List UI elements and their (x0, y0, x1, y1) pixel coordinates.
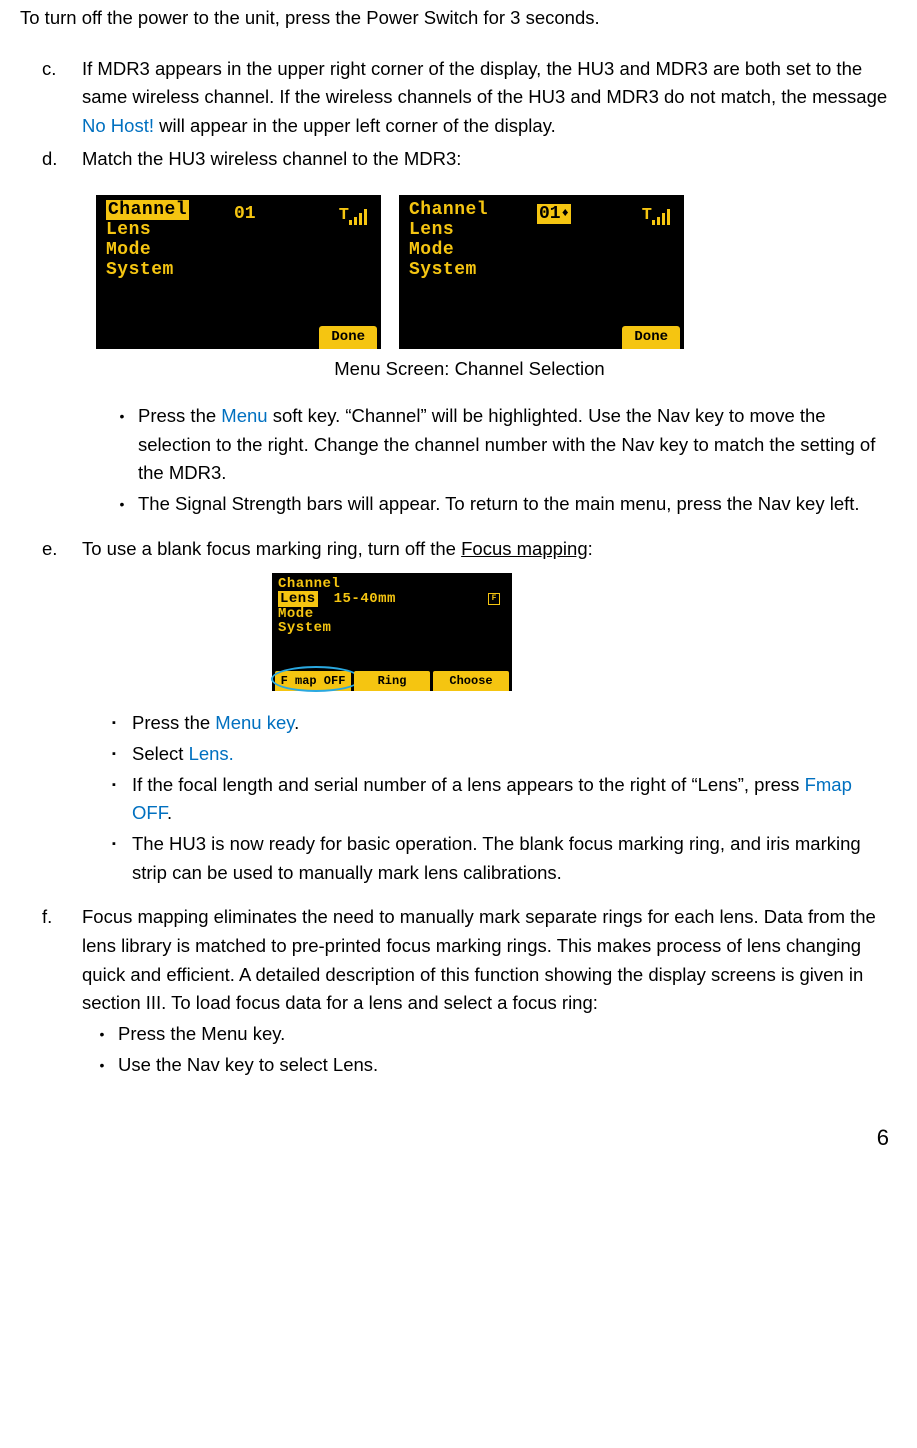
bullet-icon: • (110, 402, 134, 488)
screen1-system: System (106, 261, 371, 281)
e-square-list: ▪ Press the Menu key. ▪ Select Lens. ▪ (102, 709, 897, 887)
d-bullet-2: • The Signal Strength bars will appear. … (110, 490, 897, 519)
e-sq-1: ▪ Press the Menu key. (102, 709, 897, 738)
item-c: c. If MDR3 appears in the upper right co… (20, 55, 897, 141)
d-bullet-list: • Press the Menu soft key. “Channel” wil… (110, 402, 897, 519)
lens-screen-lens-val: 15-40mm (334, 591, 396, 607)
device-screen-lens: Channel Lens 15-40mm Mode System F F map … (272, 573, 512, 691)
lens-screen-lens-hl: Lens (278, 591, 318, 607)
screen1-value: 01 (234, 201, 256, 229)
e-sq-3-body: If the focal length and serial number of… (126, 771, 897, 828)
d-bullet-2-body: The Signal Strength bars will appear. To… (134, 490, 897, 519)
d-bullet-1-body: Press the Menu soft key. “Channel” will … (134, 402, 897, 488)
item-e: e. To use a blank focus marking ring, tu… (20, 535, 897, 900)
screen2a-value: 01♦ (537, 201, 571, 229)
screen2a-signal-icon: T (642, 203, 670, 236)
item-e-pre: To use a blank focus marking ring, turn … (82, 538, 461, 559)
e-sq-4: ▪ The HU3 is now ready for basic operati… (102, 830, 897, 887)
item-c-marker: c. (20, 55, 72, 141)
page-body: To turn off the power to the unit, press… (0, 4, 917, 1176)
screen1-done-button: Done (319, 326, 377, 350)
item-f-text: Focus mapping eliminates the need to man… (82, 906, 876, 1013)
soft-btn-fmap: F map OFF (275, 671, 351, 692)
lens-screen-small-icon: F (488, 593, 500, 605)
device-screen-2: Channel Lens Mode System 01♦ T Done (399, 195, 684, 349)
item-d-text: Match the HU3 wireless channel to the MD… (82, 148, 461, 169)
no-host-link: No Host! (82, 115, 154, 136)
es2-pre: Select (132, 743, 189, 764)
e-sq-2-body: Select Lens. (126, 740, 897, 769)
f-bullet-2-body: Use the Nav key to select Lens. (114, 1051, 897, 1080)
e-sq-1-body: Press the Menu key. (126, 709, 897, 738)
e-sq-4-body: The HU3 is now ready for basic operation… (126, 830, 897, 887)
screen1-channel-hl: Channel (106, 200, 189, 220)
bullet-icon: • (90, 1051, 114, 1080)
lettered-list: c. If MDR3 appears in the upper right co… (20, 55, 897, 1092)
lens-screen-lens-row: Lens 15-40mm (278, 592, 506, 607)
screen2a-done-button: Done (622, 326, 680, 350)
db1-pre: Press the (138, 405, 221, 426)
screen1-signal-icon: T (339, 203, 367, 236)
e-sq-2: ▪ Select Lens. (102, 740, 897, 769)
menu-link: Menu (221, 405, 267, 426)
soft-btn-choose: Choose (433, 671, 509, 692)
f-bullet-list: • Press the Menu key. • Use the Nav key … (90, 1020, 897, 1079)
item-d-marker: d. (20, 145, 72, 531)
es1-post: . (294, 712, 299, 733)
lens-screen-system: System (278, 621, 506, 636)
screen2a-value-num: 01 (539, 204, 561, 224)
item-e-body: To use a blank focus marking ring, turn … (72, 535, 897, 900)
screen2a-mode: Mode (409, 241, 674, 261)
square-bullet-icon: ▪ (102, 709, 126, 738)
es3-pre: If the focal length and serial number of… (132, 774, 805, 795)
lens-screen-menu: Channel Lens 15-40mm Mode System (272, 573, 512, 636)
bullet-icon: • (110, 490, 134, 519)
f-bullet-1: • Press the Menu key. (90, 1020, 897, 1049)
screen2a-system: System (409, 261, 674, 281)
es3-post: . (167, 802, 172, 823)
soft-btn-ring: Ring (354, 671, 430, 692)
item-d: d. Match the HU3 wireless channel to the… (20, 145, 897, 531)
lens-screen-channel: Channel (278, 577, 506, 592)
square-bullet-icon: ▪ (102, 740, 126, 769)
page-number: 6 (20, 1121, 889, 1155)
updown-icon: ♦ (562, 206, 569, 220)
item-c-body: If MDR3 appears in the upper right corne… (72, 55, 897, 141)
item-f-marker: f. (20, 903, 72, 1091)
square-bullet-icon: ▪ (102, 771, 126, 828)
screens1-caption: Menu Screen: Channel Selection (42, 355, 897, 384)
intro-text: To turn off the power to the unit, press… (20, 4, 897, 33)
lens-link: Lens. (189, 743, 234, 764)
device-screen-1: Channel Lens Mode System 01 T Done (96, 195, 381, 349)
item-c-pre: If MDR3 appears in the upper right corne… (82, 58, 887, 108)
square-bullet-icon: ▪ (102, 830, 126, 887)
bullet-icon: • (90, 1020, 114, 1049)
e-sq-3: ▪ If the focal length and serial number … (102, 771, 897, 828)
menu-key-link: Menu key (215, 712, 294, 733)
item-e-post: : (588, 538, 593, 559)
lens-screen-soft-keys: F map OFF Ring Choose (272, 671, 512, 692)
item-e-marker: e. (20, 535, 72, 900)
channel-screens-row: Channel Lens Mode System 01 T Done (96, 195, 897, 349)
soft-btn-fmap-label: F map OFF (281, 674, 346, 688)
f-bullet-1-body: Press the Menu key. (114, 1020, 897, 1049)
es1-pre: Press the (132, 712, 215, 733)
d-bullet-1: • Press the Menu soft key. “Channel” wil… (110, 402, 897, 488)
lens-screen-wrap: Channel Lens 15-40mm Mode System F F map … (272, 573, 512, 691)
screen1-mode: Mode (106, 241, 371, 261)
item-f-body: Focus mapping eliminates the need to man… (72, 903, 897, 1091)
f-bullet-2: • Use the Nav key to select Lens. (90, 1051, 897, 1080)
item-f: f. Focus mapping eliminates the need to … (20, 903, 897, 1091)
item-d-body: Match the HU3 wireless channel to the MD… (72, 145, 897, 531)
lens-screen-mode: Mode (278, 607, 506, 622)
focus-mapping-underline: Focus mapping (461, 538, 587, 559)
item-c-post: will appear in the upper left corner of … (154, 115, 556, 136)
